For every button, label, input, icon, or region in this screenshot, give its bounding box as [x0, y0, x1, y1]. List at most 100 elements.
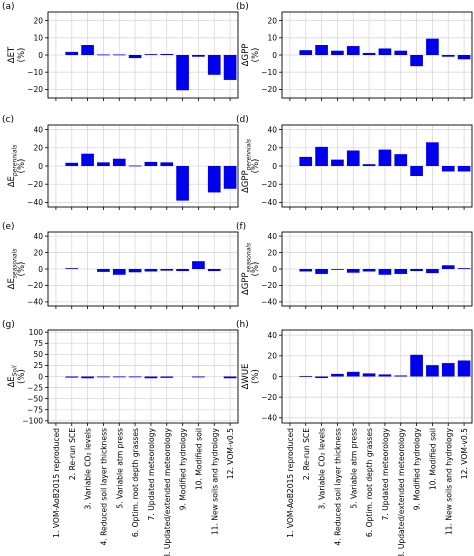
- y-tick-label: 0: [272, 51, 277, 60]
- bar: [144, 161, 158, 166]
- category-tick-label: 11. New soils and hydrology: [210, 428, 219, 536]
- y-axis-label-subscript: perennials: [12, 145, 19, 177]
- category-tick-label: 2. Re-run SCE: [68, 428, 77, 480]
- plot-frame: [47, 231, 239, 307]
- bar: [112, 269, 126, 275]
- panel-label: (d): [236, 115, 249, 125]
- y-tick-label: 0: [38, 162, 43, 171]
- bar: [394, 154, 408, 166]
- bar: [299, 50, 313, 55]
- bar: [112, 54, 126, 56]
- bar: [394, 50, 408, 55]
- bar: [457, 55, 471, 60]
- bar: [65, 376, 79, 378]
- category-tick-label: 3. Variable CO₂ levels: [318, 428, 327, 510]
- panel-label: (b): [236, 2, 249, 12]
- y-tick-label: 0: [38, 51, 43, 60]
- y-axis-unit: (%): [251, 48, 261, 63]
- category-tick-label: 7. Updated meteorology: [147, 428, 156, 521]
- bar: [128, 55, 142, 59]
- category-tick-label: 6. Optim. root depth grasses: [131, 428, 140, 537]
- y-axis-label: ΔEperennials: [7, 145, 19, 188]
- plot-frame: [281, 329, 473, 424]
- panel-f: 40 20 0 −20 −40 (f) ΔGPPseasonals(%): [236, 222, 473, 309]
- y-tick-label: 75: [33, 339, 43, 348]
- bar: [192, 55, 205, 57]
- plot-frame: [47, 11, 239, 99]
- bar: [331, 269, 344, 270]
- bar: [223, 166, 237, 189]
- bar: [362, 164, 376, 166]
- y-axis-label-subscript: perennials: [246, 139, 253, 171]
- bar: [441, 55, 455, 57]
- bar: [207, 55, 221, 75]
- bar: [97, 162, 110, 166]
- plot-frame: [281, 124, 473, 208]
- y-axis-unit: (%): [251, 369, 261, 384]
- y-axis-label: ΔGPPseasonals: [241, 243, 253, 295]
- bar: [144, 269, 158, 272]
- panel-label: (a): [2, 2, 15, 12]
- y-axis-label-main: ΔWUE: [241, 364, 251, 390]
- bar: [207, 269, 221, 272]
- bar: [346, 46, 360, 55]
- bar: [160, 269, 174, 271]
- category-tick-label: 8. Updated/extended meteorology: [163, 427, 172, 556]
- y-tick-label: −40: [261, 298, 277, 307]
- y-tick-label: −20: [27, 180, 43, 189]
- plot-frame: [281, 11, 473, 99]
- bar: [112, 376, 126, 378]
- bar: [378, 374, 392, 377]
- bar: [223, 55, 237, 80]
- y-tick-label: 0: [38, 265, 43, 274]
- panel-h: 40 20 0 −20 −40 (h) ΔWUE (%) 1. VOM-AoB2015 repr…: [236, 320, 473, 556]
- bar: [426, 269, 439, 274]
- bar: [176, 55, 189, 91]
- bar: [192, 261, 205, 269]
- y-tick-label: 40: [267, 331, 277, 340]
- y-axis-label-main: ΔET: [7, 46, 17, 63]
- bar: [378, 269, 392, 275]
- y-tick-label: −75: [27, 406, 43, 415]
- bar: [299, 269, 313, 272]
- y-tick-label: −10: [27, 68, 43, 77]
- bar: [331, 50, 344, 55]
- y-tick-label: −40: [27, 298, 43, 307]
- y-tick-label: 25: [33, 361, 43, 370]
- category-tick-label: 9. Modified hydrology: [413, 428, 422, 511]
- bar: [346, 371, 360, 377]
- y-axis-label-main: ΔE: [7, 278, 17, 289]
- bar: [207, 166, 221, 193]
- bar: [410, 166, 423, 177]
- y-tick-label: −40: [27, 198, 43, 207]
- y-axis-label-main: ΔGPP: [241, 170, 251, 193]
- category-tick-label: 4. Reduced soil layer thickness: [99, 428, 108, 546]
- y-axis-unit: (%): [17, 159, 27, 174]
- category-tick-label: 1. VOM-AoB2015 reproduced: [286, 428, 295, 538]
- y-tick-label: −20: [261, 180, 277, 189]
- panel-label: (h): [236, 320, 249, 330]
- bar: [331, 159, 344, 166]
- panel-e: 40 20 0 −20 −40 (e) ΔEseasonals(%): [2, 222, 239, 309]
- y-tick-label: 20: [33, 248, 43, 257]
- panel-label: (f): [236, 222, 246, 232]
- bar: [97, 269, 110, 272]
- bar: [410, 354, 423, 377]
- y-axis-label: ΔGPP: [241, 44, 251, 67]
- bar: [65, 268, 79, 269]
- y-axis-label-main: ΔGPP: [241, 44, 251, 67]
- bar: [160, 53, 174, 55]
- bar: [160, 162, 174, 166]
- bar: [394, 269, 408, 274]
- bar: [346, 269, 360, 273]
- bar: [128, 376, 142, 378]
- bar: [362, 373, 376, 377]
- y-axis-label: ΔESoil: [7, 365, 19, 387]
- category-tick-label: 8. Updated/extended meteorology: [397, 427, 406, 556]
- y-axis-label: ΔEseasonals: [7, 249, 19, 290]
- panel-c: 40 20 0 −20 −40 (c) ΔEperennials(%): [2, 115, 239, 210]
- y-axis-label-main: ΔE: [7, 376, 17, 387]
- bar: [457, 166, 471, 172]
- category-tick-label: 12. VOM-v0.5: [226, 428, 235, 479]
- y-tick-label: −100: [22, 417, 43, 426]
